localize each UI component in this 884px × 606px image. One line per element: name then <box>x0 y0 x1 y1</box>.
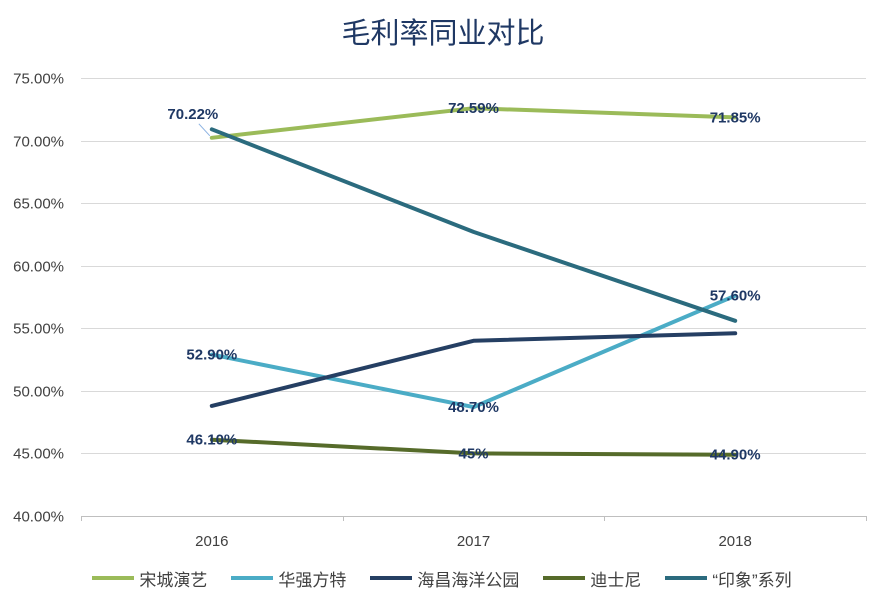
legend-label: “印象”系列 <box>712 570 792 590</box>
y-tick-label: 40.00% <box>13 509 64 526</box>
legend-item: 华强方特 <box>231 566 346 591</box>
series-line-5 <box>209 127 738 323</box>
legend: 宋城演艺 华强方特 海昌海洋公园 迪士尼 “印象”系列 <box>0 566 884 590</box>
legend-item: 迪士尼 <box>543 566 641 591</box>
axes: 40.00% 45.00% 50.00% 55.00% 60.00% 65.00% 70.0… <box>13 71 867 550</box>
data-label: 44.90% <box>710 447 761 464</box>
legend-item: 宋城演艺 <box>92 566 207 591</box>
x-tick-label: 2016 <box>195 533 228 550</box>
legend-item: “印象”系列 <box>665 566 792 591</box>
data-label: 52.90% <box>186 347 237 364</box>
y-tick-label: 45.00% <box>13 446 64 463</box>
series-lines <box>209 106 738 457</box>
legend-item: 海昌海洋公园 <box>370 566 519 591</box>
y-tick-label: 55.00% <box>13 321 64 338</box>
legend-swatch <box>543 576 586 580</box>
legend-swatch <box>370 576 413 580</box>
gridlines <box>81 78 866 517</box>
data-label-leader-line <box>198 123 211 137</box>
y-tick-label: 70.00% <box>13 134 64 151</box>
data-label: 46.10% <box>186 432 237 449</box>
series-line-4 <box>209 437 738 457</box>
legend-swatch <box>665 576 708 580</box>
series-line-2 <box>209 293 738 410</box>
y-tick-label: 65.00% <box>13 196 64 213</box>
data-label: 72.59% <box>448 100 499 117</box>
series-line-1 <box>209 106 738 140</box>
x-tick-label: 2017 <box>457 533 490 550</box>
y-tick-label: 75.00% <box>13 71 64 88</box>
legend-swatch <box>92 576 135 580</box>
legend-label: 迪士尼 <box>590 570 642 590</box>
x-tick-label: 2018 <box>718 533 751 550</box>
series-line-3 <box>209 331 738 408</box>
y-tick-label: 50.00% <box>13 384 64 401</box>
data-label: 57.60% <box>710 288 761 305</box>
data-label: 71.85% <box>710 109 761 126</box>
legend-swatch <box>231 576 274 580</box>
y-tick-label: 60.00% <box>13 259 64 276</box>
data-label: 45% <box>458 445 488 462</box>
legend-label: 宋城演艺 <box>139 570 208 590</box>
data-label: 48.70% <box>448 399 499 416</box>
data-label: 70.22% <box>167 106 218 123</box>
legend-label: 华强方特 <box>278 570 347 590</box>
legend-label: 海昌海洋公园 <box>417 570 520 590</box>
chart-title: 毛利率同业对比 <box>341 16 544 50</box>
data-labels: 70.22% 72.59% 71.85% 52.90% 48.70% 57.60% 46.1… <box>167 100 760 464</box>
